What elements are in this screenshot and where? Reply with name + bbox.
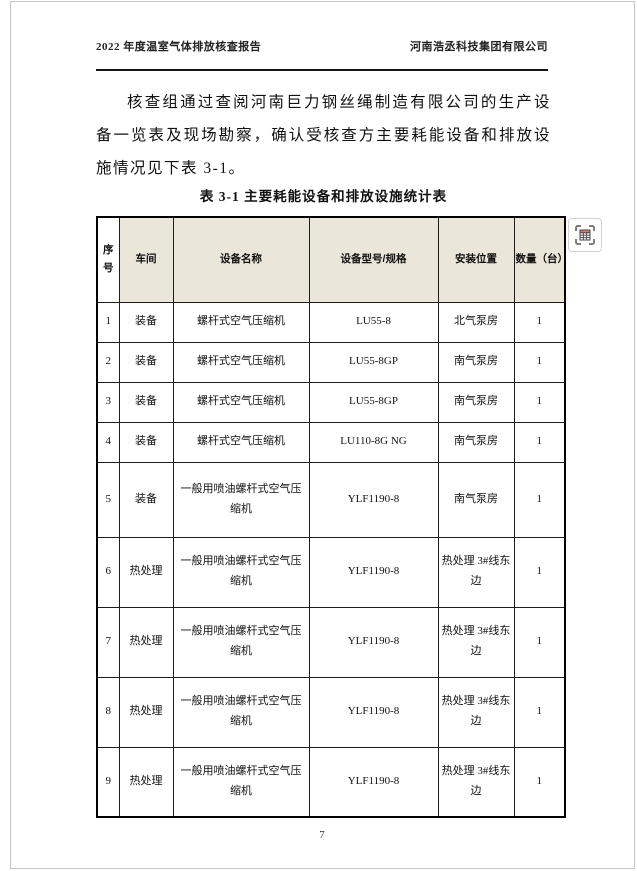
table-cell: 1 <box>513 536 566 608</box>
table-row: 2 装备 螺杆式空气压缩机 LU55-8GP 南气泵房 1 <box>96 341 566 383</box>
table-cell: 装备 <box>118 461 174 538</box>
table-cell: 4 <box>96 421 120 463</box>
table-cell: 6 <box>96 536 120 608</box>
table-row: 3 装备 螺杆式空气压缩机 LU55-8GP 南气泵房 1 <box>96 381 566 423</box>
table-cell: 装备 <box>118 421 174 463</box>
table-cell: 8 <box>96 676 120 748</box>
column-header: 设备名称 <box>172 216 310 303</box>
table-cell: 热处理 3#线东边 <box>437 536 515 608</box>
table-cell: LU110-8G NG <box>308 421 439 463</box>
header-company-name: 河南浩丞科技集团有限公司 <box>410 41 548 53</box>
table-cell: 螺杆式空气压缩机 <box>172 301 310 343</box>
table-cell: 1 <box>513 381 566 423</box>
table-cell: 装备 <box>118 301 174 343</box>
table-cell: 热处理 <box>118 606 174 678</box>
table-cell: 螺杆式空气压缩机 <box>172 381 310 423</box>
column-header: 数量（台） <box>513 216 566 303</box>
table-cell: YLF1190-8 <box>308 536 439 608</box>
table-cell: 9 <box>96 746 120 818</box>
table-cell: 热处理 3#线东边 <box>437 606 515 678</box>
table-header-row: 序号 车间 设备名称 设备型号/规格 安装位置 数量（台） <box>96 216 566 303</box>
table-cell: LU55-8 <box>308 301 439 343</box>
table-cell: 1 <box>513 341 566 383</box>
table-cell: 3 <box>96 381 120 423</box>
column-header: 车间 <box>118 216 174 303</box>
column-header: 安装位置 <box>437 216 515 303</box>
report-page: 2022 年度温室气体排放核查报告 河南浩丞科技集团有限公司 核查组通过查阅河南… <box>10 1 635 869</box>
table-cell: 热处理 3#线东边 <box>437 746 515 818</box>
table-cell: 7 <box>96 606 120 678</box>
table-cell: 螺杆式空气压缩机 <box>172 421 310 463</box>
table-row: 7 热处理 一般用喷油螺杆式空气压缩机 YLF1190-8 热处理 3#线东边 1 <box>96 606 566 678</box>
table-title: 表 3-1 主要耗能设备和排放设施统计表 <box>199 189 448 204</box>
table-cell: 一般用喷油螺杆式空气压缩机 <box>172 606 310 678</box>
table-cell: 2 <box>96 341 120 383</box>
table-row: 1 装备 螺杆式空气压缩机 LU55-8 北气泵房 1 <box>96 301 566 343</box>
table-cell: 装备 <box>118 381 174 423</box>
table-row: 9 热处理 一般用喷油螺杆式空气压缩机 YLF1190-8 热处理 3#线东边 1 <box>96 746 566 818</box>
table-cell: 5 <box>96 461 120 538</box>
table-cell: 装备 <box>118 341 174 383</box>
table-cell: YLF1190-8 <box>308 606 439 678</box>
table-cell: 热处理 3#线东边 <box>437 676 515 748</box>
table-cell: 一般用喷油螺杆式空气压缩机 <box>172 461 310 538</box>
table-row: 5 装备 一般用喷油螺杆式空气压缩机 YLF1190-8 南气泵房 1 <box>96 461 566 538</box>
table-cell: LU55-8GP <box>308 341 439 383</box>
table-cell: 一般用喷油螺杆式空气压缩机 <box>172 746 310 818</box>
body-paragraph: 核查组通过查阅河南巨力钢丝绳制造有限公司的生产设备一览表及现场勘察，确认受核查方… <box>96 94 551 177</box>
table-cell: 北气泵房 <box>437 301 515 343</box>
table-cell: 一般用喷油螺杆式空气压缩机 <box>172 536 310 608</box>
table-cell: LU55-8GP <box>308 381 439 423</box>
table-cell: 螺杆式空气压缩机 <box>172 341 310 383</box>
table-cell: 一般用喷油螺杆式空气压缩机 <box>172 676 310 748</box>
table-select-icon <box>575 225 595 245</box>
table-cell: 热处理 <box>118 676 174 748</box>
table-row: 8 热处理 一般用喷油螺杆式空气压缩机 YLF1190-8 热处理 3#线东边 1 <box>96 676 566 748</box>
column-header: 设备型号/规格 <box>308 216 439 303</box>
table-cell: 1 <box>513 461 566 538</box>
table-cell: 南气泵房 <box>437 421 515 463</box>
table-cell: 南气泵房 <box>437 461 515 538</box>
header-report-title: 2022 年度温室气体排放核查报告 <box>96 41 262 53</box>
page-header: 2022 年度温室气体排放核查报告 河南浩丞科技集团有限公司 <box>96 38 548 54</box>
table-body: 1 装备 螺杆式空气压缩机 LU55-8 北气泵房 1 2 装备 螺杆式空气压缩机 LU55-8G… <box>96 301 566 818</box>
table-cell: 南气泵房 <box>437 381 515 423</box>
equipment-table: 序号 车间 设备名称 设备型号/规格 安装位置 数量（台） 1 装备 螺杆式空气压缩机 LU55… <box>96 216 566 818</box>
table-cell: 1 <box>513 676 566 748</box>
table-cell: 热处理 <box>118 536 174 608</box>
table-row: 6 热处理 一般用喷油螺杆式空气压缩机 YLF1190-8 热处理 3#线东边 1 <box>96 536 566 608</box>
table-cell: 1 <box>513 421 566 463</box>
table-cell: 热处理 <box>118 746 174 818</box>
table-cell: YLF1190-8 <box>308 461 439 538</box>
header-rule <box>96 69 548 71</box>
table-cell: YLF1190-8 <box>308 676 439 748</box>
table-cell: 1 <box>513 746 566 818</box>
table-cell: 1 <box>513 606 566 678</box>
table-select-button[interactable] <box>568 218 602 252</box>
table-cell: 1 <box>96 301 120 343</box>
page-number: 7 <box>319 829 325 841</box>
table-row: 4 装备 螺杆式空气压缩机 LU110-8G NG 南气泵房 1 <box>96 421 566 463</box>
table-cell: 1 <box>513 301 566 343</box>
column-header: 序号 <box>96 216 120 303</box>
table-cell: YLF1190-8 <box>308 746 439 818</box>
table-cell: 南气泵房 <box>437 341 515 383</box>
